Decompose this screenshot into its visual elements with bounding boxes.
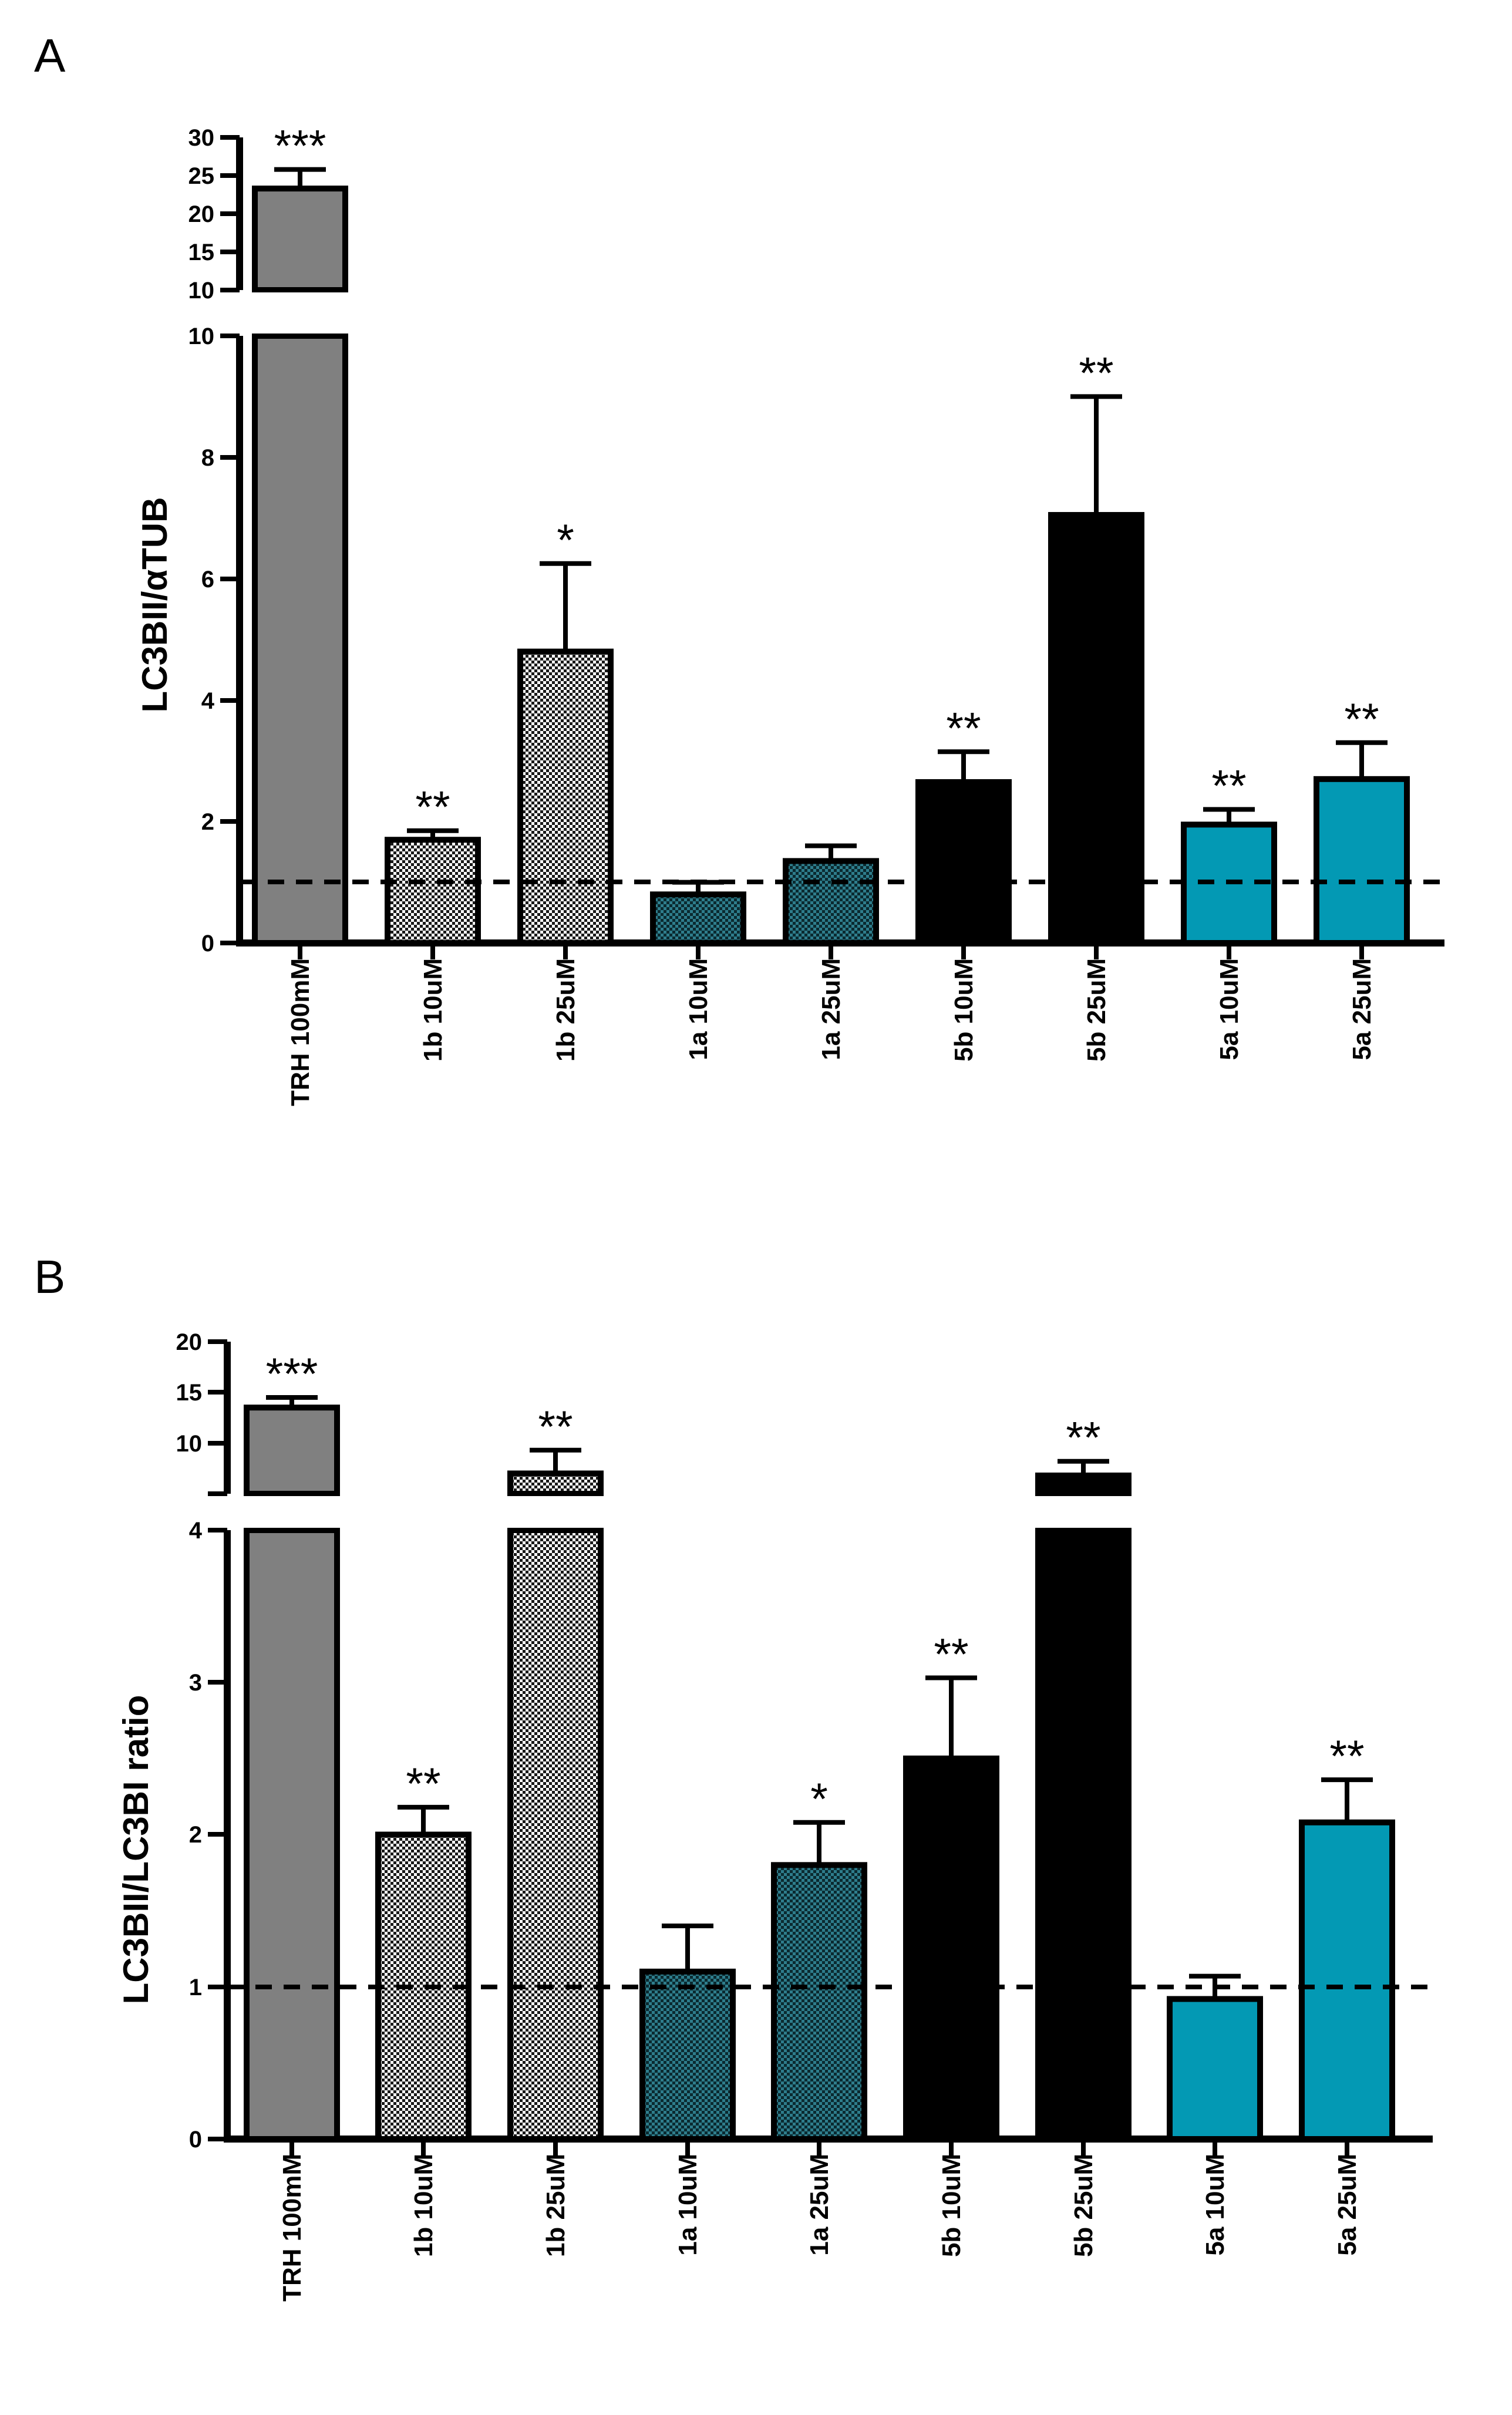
panel-a-significance-1b-25um: * xyxy=(557,516,574,565)
panel-a-tick-label-upper-25: 25 xyxy=(188,163,215,189)
panel-b-bar-trh-100mm-break xyxy=(242,1496,342,1528)
panel-a-category-5a-10um: 5a 10uM xyxy=(1215,958,1244,1060)
panel-b-bars: *** TRH 100mM ** 1b 10uM ** 1b 25uM 1a 10uM * 1a… xyxy=(242,1349,1395,2302)
panel-a-bar-5a-25um xyxy=(1314,776,1410,946)
panel-a-bar-trh-100mm-lower xyxy=(252,333,348,946)
panel-a-tick-label-upper-30: 30 xyxy=(188,125,215,151)
panel-a-bar-5b-25um xyxy=(1048,512,1144,946)
panel-b-lower-ticks: 0 1 2 3 4 xyxy=(189,1518,227,2153)
panel-a-category-5a-25um: 5a 25uM xyxy=(1348,958,1376,1060)
panel-b-tick-label-3: 3 xyxy=(189,1670,202,1696)
panel-a-bar-5b-10um xyxy=(915,779,1012,946)
panel-b-bar-5b-25um-upper xyxy=(1035,1472,1132,1497)
panel-a-bar-1b-25um xyxy=(517,648,614,947)
panel-b-bar-5a-25um xyxy=(1299,1819,1395,2142)
panel-a-bar-1a-10um xyxy=(650,891,746,947)
panel-a-significance-5a-25um: ** xyxy=(1344,695,1379,745)
panel-b-bar-1a-25um xyxy=(771,1862,867,2143)
panel-b-significance-5b-10um: ** xyxy=(934,1629,968,1679)
panel-b-category-5b-25um: 5b 25uM xyxy=(1069,2154,1098,2257)
panel-b-category-1a-10um: 1a 10uM xyxy=(674,2154,702,2256)
panel-b-tick-label-0: 0 xyxy=(189,2127,202,2153)
panel-b-upper-ticks: 10 15 20 xyxy=(176,1329,227,1496)
panel-b-bar-1b-25um-break xyxy=(506,1496,605,1528)
panel-a-y-axis-label: LC3BII/αTUB xyxy=(135,497,174,713)
panel-b-category-5a-10um: 5a 10uM xyxy=(1201,2154,1230,2256)
panel-b-category-1b-10um: 1b 10uM xyxy=(409,2154,438,2257)
panel-a-tick-label-upper-15: 15 xyxy=(188,240,215,265)
panel-a-bar-1b-10um xyxy=(385,837,481,946)
panel-a-label: A xyxy=(34,29,66,82)
panel-a-significance-1b-10um: ** xyxy=(415,783,450,833)
panel-a-upper-ticks: 10 15 20 25 30 xyxy=(188,125,240,304)
panel-a-bar-1a-25um xyxy=(783,858,879,947)
panel-b-significance-trh-100mm: *** xyxy=(266,1349,318,1399)
panel-b: B LC3BII/LC3BI ratio 0 1 2 3 4 xyxy=(34,1251,1433,2302)
panel-a-category-trh-100mm: TRH 100mM xyxy=(286,958,315,1106)
panel-a-tick-label-upper-20: 20 xyxy=(188,201,215,227)
panel-a-category-5b-10um: 5b 10uM xyxy=(949,958,978,1062)
panel-a-category-1b-10um: 1b 10uM xyxy=(419,958,447,1062)
panel-b-bar-5b-10um xyxy=(903,1755,999,2142)
panel-a-category-1a-25um: 1a 25uM xyxy=(817,958,846,1060)
panel-b-tick-label-upper-10: 10 xyxy=(176,1431,203,1457)
panel-b-significance-1b-25um: ** xyxy=(538,1402,573,1452)
panel-b-bar-5b-25um-lower xyxy=(1035,1527,1132,2142)
panel-b-tick-label-upper-20: 20 xyxy=(176,1329,203,1355)
panel-b-significance-1a-25um: * xyxy=(810,1774,828,1824)
panel-a: A LC3BII/αTUB 0 2 4 6 8 10 xyxy=(34,29,1444,1106)
panel-b-tick-label-1: 1 xyxy=(189,1975,202,2000)
panel-b-category-5b-10um: 5b 10uM xyxy=(937,2154,966,2257)
panel-b-significance-1b-10um: ** xyxy=(406,1759,440,1809)
panel-b-category-1b-25um: 1b 25uM xyxy=(541,2154,570,2257)
panel-a-tick-label-upper-10: 10 xyxy=(188,278,215,304)
panel-a-bars: *** TRH 100mM ** 1b 10uM * 1b 25uM 1a 10uM 1a 2… xyxy=(250,122,1410,1106)
panel-b-significance-5b-25um: ** xyxy=(1066,1413,1100,1463)
panel-b-tick-label-upper-15: 15 xyxy=(176,1380,203,1406)
panel-b-bar-1b-25um-upper xyxy=(507,1470,604,1497)
panel-b-category-5a-25um: 5a 25uM xyxy=(1333,2154,1362,2256)
panel-b-bar-5a-10um xyxy=(1167,1996,1263,2142)
panel-b-category-1a-25um: 1a 25uM xyxy=(805,2154,834,2256)
panel-a-tick-label-6: 6 xyxy=(201,567,214,592)
panel-b-category-trh-100mm: TRH 100mM xyxy=(278,2154,307,2302)
panel-b-y-axis-label: LC3BII/LC3BI ratio xyxy=(116,1695,156,2005)
panel-a-tick-label-10: 10 xyxy=(188,324,215,349)
panel-a-tick-label-0: 0 xyxy=(201,931,214,956)
panel-a-lower-ticks: 0 2 4 6 8 10 xyxy=(188,324,240,956)
panel-a-category-1b-25um: 1b 25uM xyxy=(551,958,580,1062)
panel-b-significance-5a-25um: ** xyxy=(1329,1732,1364,1781)
panel-a-significance-5b-10um: ** xyxy=(946,703,981,753)
panel-b-bar-1a-10um xyxy=(639,1968,736,2142)
panel-b-tick-label-4: 4 xyxy=(189,1518,203,1544)
panel-a-significance-5a-10um: ** xyxy=(1211,762,1246,811)
panel-b-label: B xyxy=(34,1251,65,1303)
panel-a-tick-label-2: 2 xyxy=(201,809,214,835)
panel-b-bar-1b-25um-lower xyxy=(507,1527,604,2142)
panel-b-bar-5b-25um-break xyxy=(1033,1496,1133,1528)
panel-b-bar-trh-100mm-lower xyxy=(244,1527,340,2142)
panel-a-significance-5b-25um: ** xyxy=(1079,348,1113,398)
panel-b-tick-label-2: 2 xyxy=(189,1822,202,1848)
panel-b-bar-trh-100mm-upper xyxy=(244,1404,340,1497)
panel-a-category-5b-25um: 5b 25uM xyxy=(1082,958,1111,1062)
panel-a-tick-label-4: 4 xyxy=(201,688,215,714)
panel-a-tick-label-8: 8 xyxy=(201,445,214,471)
panel-a-category-1a-10um: 1a 10uM xyxy=(684,958,713,1060)
panel-a-bar-trh-100mm-break xyxy=(250,292,350,334)
panel-a-bar-trh-100mm-upper xyxy=(252,186,348,293)
panel-a-significance-trh-100mm: *** xyxy=(274,122,326,171)
